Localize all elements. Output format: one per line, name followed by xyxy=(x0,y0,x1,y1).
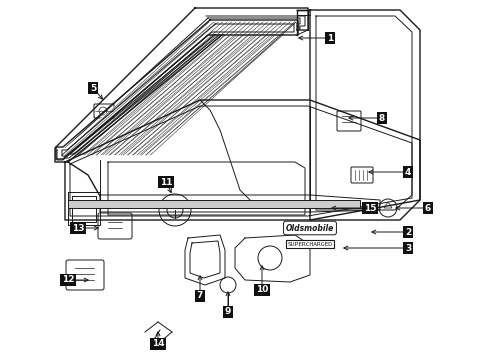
Text: 5: 5 xyxy=(90,84,96,93)
Text: 1: 1 xyxy=(327,33,333,42)
Text: 7: 7 xyxy=(197,292,203,301)
Text: Oldsmobile: Oldsmobile xyxy=(286,224,334,233)
Text: 3: 3 xyxy=(405,243,411,252)
Text: 10: 10 xyxy=(256,285,268,294)
Text: 13: 13 xyxy=(72,224,84,233)
Text: 4: 4 xyxy=(405,167,411,176)
Text: SUPERCHARGED: SUPERCHARGED xyxy=(288,242,333,247)
Text: 14: 14 xyxy=(152,339,164,348)
Polygon shape xyxy=(58,22,296,158)
Text: 9: 9 xyxy=(225,307,231,316)
Text: 2: 2 xyxy=(405,228,411,237)
Text: 15: 15 xyxy=(364,203,376,212)
Polygon shape xyxy=(68,200,360,208)
Text: 6: 6 xyxy=(425,203,431,212)
Text: 8: 8 xyxy=(379,113,385,122)
Text: 11: 11 xyxy=(160,177,172,186)
Text: 12: 12 xyxy=(62,275,74,284)
